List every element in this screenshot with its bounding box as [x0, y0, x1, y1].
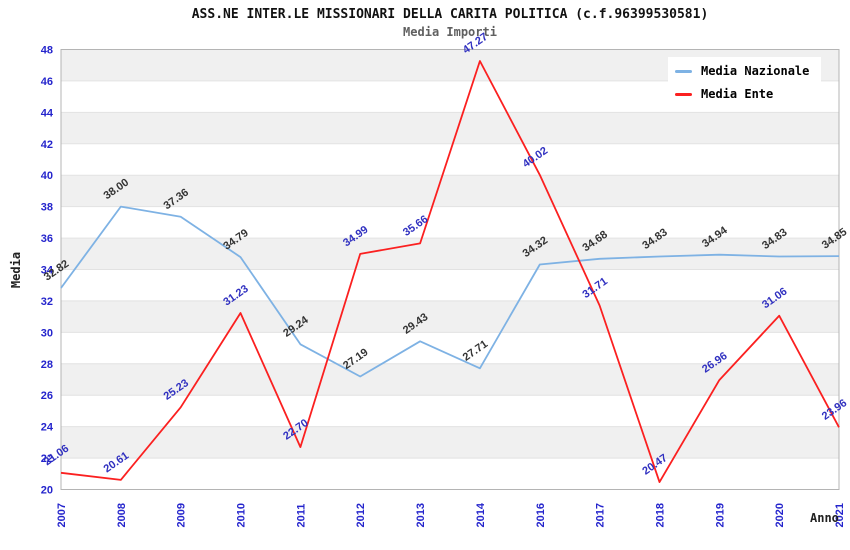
grid-band — [61, 238, 839, 270]
legend-swatch-ente-icon — [675, 92, 692, 96]
x-tick-label: 2007 — [56, 503, 68, 527]
plot-border — [60, 49, 840, 490]
data-label-ente: 35.66 — [401, 213, 430, 239]
y-tick-label: 34 — [41, 265, 54, 277]
series-line-nazionale — [60, 205, 840, 378]
y-tick-label: 46 — [41, 76, 53, 88]
x-tick-label: 2009 — [176, 503, 188, 527]
legend-swatch-nazionale-icon — [675, 69, 692, 73]
grid-band — [61, 175, 839, 207]
x-tick-label: 2011 — [295, 504, 307, 528]
legend-item-media-nazionale: Media Nazionale — [675, 64, 809, 78]
y-tick-label: 38 — [41, 202, 53, 214]
y-axis-title: Media — [9, 251, 23, 289]
y-tick-label: 28 — [41, 359, 53, 371]
y-tick-label: 20 — [41, 485, 53, 497]
x-tick-label: 2017 — [595, 503, 607, 527]
x-tick-label: 2016 — [535, 503, 547, 527]
x-tick-label: 2014 — [475, 502, 487, 527]
y-tick-label: 44 — [41, 107, 54, 119]
x-tick-label: 2012 — [355, 503, 367, 527]
chart-subtitle: Media Importi — [403, 25, 497, 39]
x-axis-title: Anno — [810, 511, 839, 525]
y-tick-label: 32 — [41, 296, 53, 308]
x-tick-label: 2019 — [714, 503, 726, 527]
y-tick-label: 40 — [41, 170, 53, 182]
y-tick-label: 42 — [41, 139, 53, 151]
x-tick-label: 2010 — [236, 503, 248, 527]
x-tick-label: 2018 — [654, 503, 666, 527]
y-tick-label: 24 — [41, 422, 54, 434]
grid-band — [61, 112, 839, 144]
x-tick-label: 2021 — [834, 503, 846, 527]
series-line-ente — [60, 60, 840, 484]
y-tick-label: 48 — [41, 45, 53, 57]
data-label-ente: 21.06 — [42, 443, 71, 469]
y-tick-label: 30 — [41, 327, 53, 339]
x-tick-label: 2020 — [774, 503, 786, 527]
legend: Media Nazionale Media Ente — [668, 57, 822, 109]
x-tick-label: 2008 — [116, 503, 128, 527]
grid-band — [61, 300, 839, 333]
legend-item-media-ente: Media Ente — [675, 87, 809, 101]
legend-label-ente: Media Ente — [701, 87, 774, 101]
legend-label-nazionale: Media Nazionale — [701, 64, 810, 78]
y-tick-label: 22 — [41, 453, 53, 465]
chart-title: ASS.NE INTER.LE MISSIONARI DELLA CARITA … — [191, 7, 709, 22]
y-tick-label: 36 — [41, 233, 53, 245]
y-tick-label: 26 — [41, 390, 53, 402]
grid-band — [61, 426, 839, 459]
x-tick-label: 2013 — [415, 503, 427, 527]
